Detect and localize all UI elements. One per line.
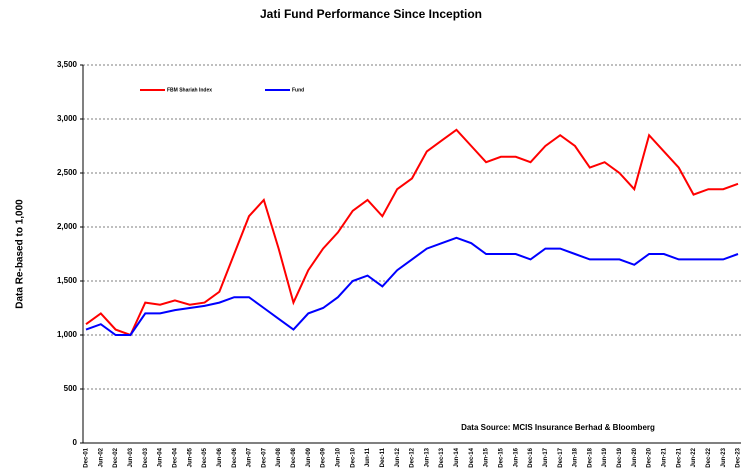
x-tick-label: Jun-12 bbox=[395, 447, 401, 467]
y-tick-label: 1,500 bbox=[57, 276, 78, 285]
y-axis-label: Data Re-based to 1,000 bbox=[15, 199, 26, 309]
x-tick-label: Dec-02 bbox=[113, 447, 119, 467]
x-tick-label: Jun-18 bbox=[573, 447, 579, 467]
x-tick-label: Dec-18 bbox=[587, 447, 593, 467]
x-tick-label: Dec-05 bbox=[202, 447, 208, 467]
y-tick-label: 0 bbox=[73, 438, 78, 447]
x-tick-label: Jun-04 bbox=[158, 447, 164, 467]
x-tick-label: Dec-15 bbox=[498, 447, 504, 467]
y-tick-label: 2,000 bbox=[57, 222, 78, 231]
x-tick-label: Dec-04 bbox=[172, 447, 178, 467]
x-tick-label: Dec-13 bbox=[439, 447, 445, 467]
legend-label: FBM Shariah Index bbox=[167, 87, 212, 93]
x-tick-label: Jun-10 bbox=[335, 447, 341, 467]
y-tick-label: 3,500 bbox=[57, 60, 78, 69]
x-tick-label: Jun-13 bbox=[424, 447, 430, 467]
x-tick-label: Jun-14 bbox=[454, 447, 460, 467]
x-tick-label: Dec-16 bbox=[528, 447, 534, 467]
x-tick-label: Dec-01 bbox=[84, 447, 90, 467]
chart-title: Jati Fund Performance Since Inception bbox=[260, 7, 482, 21]
x-tick-label: Dec-19 bbox=[617, 447, 623, 467]
x-tick-label: Jun-21 bbox=[661, 447, 667, 467]
x-tick-label: Jun-20 bbox=[632, 447, 638, 467]
legend-label: Fund bbox=[292, 87, 304, 93]
x-tick-label: Jun-08 bbox=[276, 447, 282, 467]
x-tick-label: Jun-16 bbox=[513, 447, 519, 467]
x-tick-label: Dec-14 bbox=[469, 447, 475, 467]
x-tick-label: Dec-21 bbox=[676, 447, 682, 467]
y-tick-label: 2,500 bbox=[57, 168, 78, 177]
x-tick-label: Dec-20 bbox=[647, 447, 653, 467]
x-tick-label: Jun-19 bbox=[602, 447, 608, 467]
x-tick-label: Dec-08 bbox=[291, 447, 297, 467]
x-tick-label: Jun-22 bbox=[691, 447, 697, 467]
x-tick-label: Dec-10 bbox=[350, 447, 356, 467]
x-tick-label: Jun-06 bbox=[217, 447, 223, 467]
x-tick-label: Dec-03 bbox=[143, 447, 149, 467]
x-tick-label: Dec-09 bbox=[321, 447, 327, 467]
y-tick-label: 1,000 bbox=[57, 330, 78, 339]
x-tick-label: Jun-15 bbox=[484, 447, 490, 467]
x-tick-label: Dec-06 bbox=[232, 447, 238, 467]
x-tick-label: Jun-02 bbox=[98, 447, 104, 467]
series-line bbox=[85, 236, 739, 336]
x-tick-label: Dec-23 bbox=[736, 447, 742, 467]
x-tick-label: Jun-03 bbox=[128, 447, 134, 467]
x-tick-label: Jun-11 bbox=[365, 447, 371, 467]
x-tick-label: Dec-07 bbox=[261, 447, 267, 467]
y-tick-label: 500 bbox=[64, 384, 78, 393]
x-tick-label: Dec-22 bbox=[706, 447, 712, 467]
x-tick-label: Jun-17 bbox=[543, 447, 549, 467]
annotation: Data Source: MCIS Insurance Berhad & Blo… bbox=[461, 423, 655, 432]
x-tick-label: Dec-11 bbox=[380, 447, 386, 467]
x-tick-label: Dec-17 bbox=[558, 447, 564, 467]
x-tick-label: Jun-09 bbox=[306, 447, 312, 467]
x-tick-label: Jun-07 bbox=[247, 447, 253, 467]
x-tick-label: Dec-12 bbox=[410, 447, 416, 467]
x-tick-label: Jun-05 bbox=[187, 447, 193, 467]
series-line bbox=[85, 128, 739, 337]
x-tick-label: Jun-23 bbox=[721, 447, 727, 467]
y-tick-label: 3,000 bbox=[57, 114, 78, 123]
